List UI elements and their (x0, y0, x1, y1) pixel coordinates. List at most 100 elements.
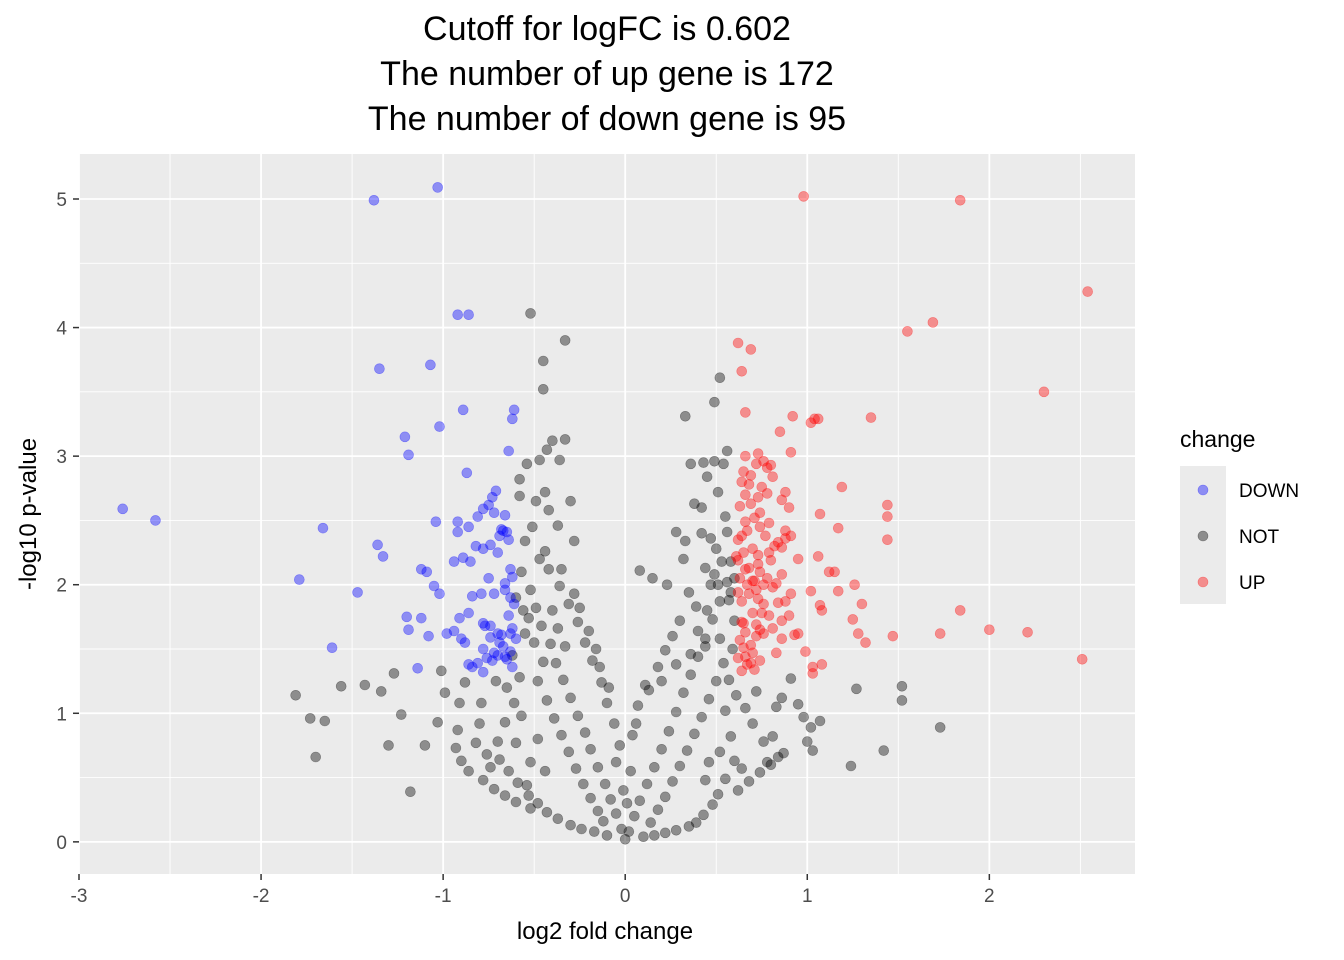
point-not (523, 612, 535, 624)
point-not (503, 765, 514, 777)
x-tick-label: -2 (253, 886, 270, 907)
point-not (878, 745, 890, 756)
point-not (727, 643, 738, 655)
point-not (730, 689, 742, 701)
point-not (709, 569, 720, 580)
point-not (679, 535, 691, 547)
point-not (554, 580, 565, 592)
point-not (516, 710, 527, 722)
point-not (419, 740, 431, 751)
point-not (514, 473, 525, 485)
point-not (714, 372, 726, 384)
point-up (747, 647, 758, 659)
point-not (532, 797, 544, 809)
point-up (934, 628, 946, 639)
point-not (700, 774, 711, 786)
y-tick-label: 0 (56, 833, 67, 854)
point-up (780, 486, 791, 498)
point-up (732, 534, 744, 546)
point-not (608, 718, 620, 729)
point-up (882, 511, 893, 522)
point-up (776, 569, 788, 580)
point-down (461, 467, 473, 479)
point-not (605, 794, 616, 805)
point-not (721, 526, 733, 538)
point-up (776, 615, 788, 627)
point-not (778, 747, 789, 759)
point-up (785, 530, 797, 542)
point-not (814, 715, 826, 727)
point-not (652, 804, 664, 816)
point-not (674, 760, 686, 772)
point-not (707, 614, 718, 625)
point-not (667, 776, 678, 787)
point-up (740, 407, 751, 418)
point-down (485, 632, 496, 643)
point-up (758, 579, 769, 591)
point-down (472, 657, 484, 669)
x-tick-label: -3 (71, 886, 88, 907)
point-up (792, 553, 804, 565)
point-not (696, 711, 707, 723)
point-not (568, 588, 580, 600)
point-up (738, 642, 749, 654)
point-down (432, 182, 443, 193)
point-up (814, 599, 826, 611)
point-not (559, 641, 571, 652)
point-not (543, 504, 555, 516)
point-up (745, 639, 757, 651)
point-up (754, 507, 766, 519)
point-not (450, 742, 462, 754)
point-not (710, 543, 722, 555)
point-up (780, 533, 791, 544)
point-up (772, 536, 784, 548)
point-not (494, 754, 505, 765)
point-up (745, 657, 757, 669)
point-not (720, 705, 731, 717)
point-not (729, 615, 740, 627)
point-not (614, 740, 626, 751)
point-down (497, 641, 509, 652)
point-up (882, 499, 893, 511)
point-not (601, 697, 613, 709)
point-not (721, 445, 733, 457)
point-not (532, 675, 544, 687)
y-tick-label: 5 (56, 190, 67, 211)
point-not (670, 824, 682, 836)
legend-key-background (1180, 466, 1226, 604)
point-not (477, 774, 489, 786)
y-axis-ticks: 0 1 2 3 4 5 (56, 190, 79, 854)
legend: change DOWN NOT UP (1180, 426, 1299, 604)
point-not (845, 760, 857, 772)
point-up (734, 634, 746, 646)
point-not (807, 745, 819, 756)
point-not (585, 743, 596, 755)
point-not (692, 625, 704, 637)
point-down (483, 572, 494, 584)
point-down (496, 524, 507, 535)
point-not (750, 686, 762, 697)
y-tick-label: 3 (56, 447, 67, 468)
point-not (698, 457, 709, 468)
point-up (754, 566, 766, 578)
legend-label-up: UP (1239, 573, 1265, 594)
point-up (816, 659, 828, 670)
point-down (477, 666, 489, 678)
point-up (736, 665, 748, 677)
point-not (661, 579, 673, 591)
point-not (521, 779, 533, 791)
plot-panel (79, 154, 1135, 874)
point-down (488, 507, 500, 519)
point-not (508, 697, 520, 709)
point-down (452, 309, 464, 321)
point-down (503, 610, 514, 621)
point-not (652, 661, 664, 673)
point-up (902, 326, 913, 337)
point-down (477, 617, 489, 629)
point-up (954, 194, 966, 206)
point-up (752, 448, 764, 459)
point-up (832, 585, 844, 597)
point-not (543, 563, 555, 575)
y-tick-label: 1 (56, 704, 67, 725)
point-not (452, 724, 464, 736)
